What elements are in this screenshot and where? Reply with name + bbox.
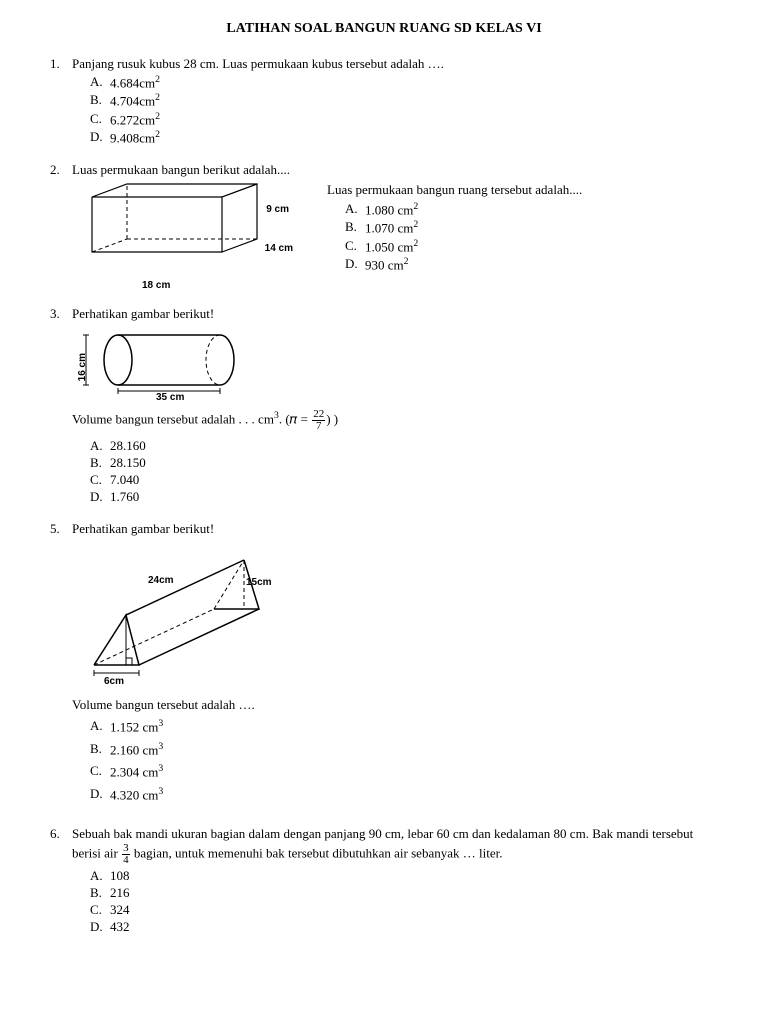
q2-d-letter: D. xyxy=(345,256,365,274)
q6-number: 6. xyxy=(50,826,72,936)
q5-d-letter: D. xyxy=(90,786,110,804)
q3-a-letter: A. xyxy=(90,438,110,454)
q1-c-value: 6.272cm2 xyxy=(110,111,160,129)
q3-c-value: 7.040 xyxy=(110,472,139,488)
question-5: 5. Perhatikan gambar berikut! xyxy=(50,521,718,809)
q2-a-value: 1.080 cm2 xyxy=(365,201,418,219)
q5-c-letter: C. xyxy=(90,763,110,781)
q3-c-letter: C. xyxy=(90,472,110,488)
page-title: LATIHAN SOAL BANGUN RUANG SD KELAS VI xyxy=(50,20,718,38)
q3-d-letter: D. xyxy=(90,489,110,505)
q5-dim-height: 15cm xyxy=(246,577,272,590)
q2-c-letter: C. xyxy=(345,238,365,256)
q3-dim-h: 16 cm xyxy=(77,353,90,381)
q6-b-letter: B. xyxy=(90,885,110,901)
q2-right-prompt: Luas permukaan bangun ruang tersebut ada… xyxy=(327,182,582,198)
q2-figure: 9 cm 14 cm 18 cm xyxy=(72,182,287,292)
q1-number: 1. xyxy=(50,56,72,149)
q3-number: 3. xyxy=(50,306,72,506)
q5-a-letter: A. xyxy=(90,718,110,736)
q2-number: 2. xyxy=(50,162,72,292)
q6-a-letter: A. xyxy=(90,868,110,884)
q6-a-value: 108 xyxy=(110,868,130,884)
q2-dim-h: 9 cm xyxy=(266,204,289,217)
q5-b-value: 2.160 cm3 xyxy=(110,741,163,759)
q2-dim-l: 18 cm xyxy=(142,280,170,293)
q3-volume-prompt: Volume bangun tersebut adalah . . . cm3.… xyxy=(72,409,718,432)
q5-number: 5. xyxy=(50,521,72,809)
q2-b-value: 1.070 cm2 xyxy=(365,219,418,237)
question-2: 2. Luas permukaan bangun berikut adalah.… xyxy=(50,162,718,292)
q2-dim-w: 14 cm xyxy=(265,243,293,256)
q2-c-value: 1.050 cm2 xyxy=(365,238,418,256)
q5-d-value: 4.320 cm3 xyxy=(110,786,163,804)
q1-a-value: 4.684cm2 xyxy=(110,74,160,92)
q2-d-value: 930 cm2 xyxy=(365,256,409,274)
q5-dim-base: 6cm xyxy=(104,676,124,689)
q6-d-value: 432 xyxy=(110,919,130,935)
q2-text: Luas permukaan bangun berikut adalah.... xyxy=(72,162,718,178)
q3-b-letter: B. xyxy=(90,455,110,471)
q6-c-letter: C. xyxy=(90,902,110,918)
q3-b-value: 28.150 xyxy=(110,455,146,471)
q1-d-letter: D. xyxy=(90,129,110,147)
q3-a-value: 28.160 xyxy=(110,438,146,454)
q2-b-letter: B. xyxy=(345,219,365,237)
q5-dim-side: 24cm xyxy=(148,575,174,588)
q5-text: Perhatikan gambar berikut! xyxy=(72,521,718,537)
q5-volume-prompt: Volume bangun tersebut adalah …. xyxy=(72,697,718,713)
q2-a-letter: A. xyxy=(345,201,365,219)
q5-a-value: 1.152 cm3 xyxy=(110,718,163,736)
q5-c-value: 2.304 cm3 xyxy=(110,763,163,781)
q6-text: Sebuah bak mandi ukuran bagian dalam den… xyxy=(72,826,718,865)
question-6: 6. Sebuah bak mandi ukuran bagian dalam … xyxy=(50,826,718,936)
q1-a-letter: A. xyxy=(90,74,110,92)
q1-b-letter: B. xyxy=(90,92,110,110)
q3-text: Perhatikan gambar berikut! xyxy=(72,306,718,322)
q5-b-letter: B. xyxy=(90,741,110,759)
question-1: 1. Panjang rusuk kubus 28 cm. Luas permu… xyxy=(50,56,718,149)
q6-b-value: 216 xyxy=(110,885,130,901)
q1-b-value: 4.704cm2 xyxy=(110,92,160,110)
q1-text: Panjang rusuk kubus 28 cm. Luas permukaa… xyxy=(72,56,718,72)
question-3: 3. Perhatikan gambar berikut! 16 cm xyxy=(50,306,718,506)
q6-d-letter: D. xyxy=(90,919,110,935)
q5-figure: 24cm 15cm 6cm xyxy=(84,545,284,685)
q1-c-letter: C. xyxy=(90,111,110,129)
q3-dim-l: 35 cm xyxy=(156,392,184,405)
q3-figure: 16 cm 35 cm xyxy=(80,329,250,401)
q6-c-value: 324 xyxy=(110,902,130,918)
q3-d-value: 1.760 xyxy=(110,489,139,505)
q1-d-value: 9.408cm2 xyxy=(110,129,160,147)
